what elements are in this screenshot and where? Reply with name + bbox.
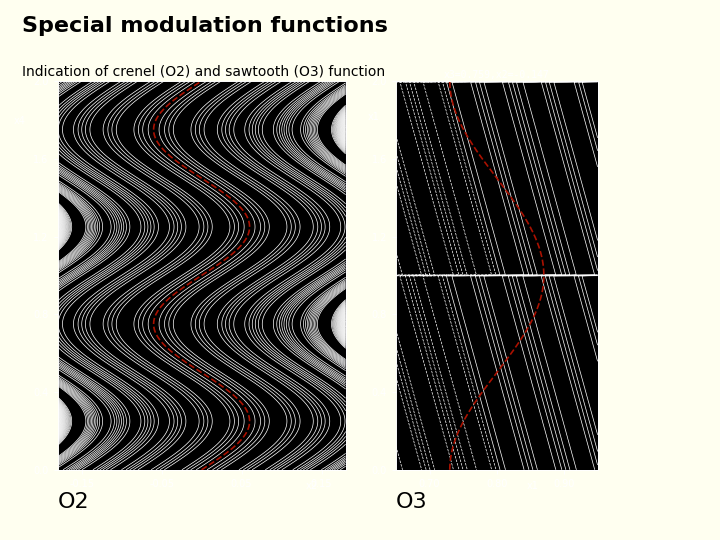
Title: x3=0.759,x2=-0.147: x3=0.759,x2=-0.147 <box>444 70 549 80</box>
Text: x1: x1 <box>367 112 379 122</box>
Text: x2: x2 <box>305 481 318 491</box>
Text: Indication of crenel (O2) and sawtooth (O3) function: Indication of crenel (O2) and sawtooth (… <box>22 65 384 79</box>
Text: O3: O3 <box>396 491 428 511</box>
Text: O2: O2 <box>58 491 89 511</box>
Title: x3=0.500,x4=1.000: x3=0.500,x4=1.000 <box>152 70 251 80</box>
Text: x4: x4 <box>14 116 26 126</box>
Text: Special modulation functions: Special modulation functions <box>22 16 387 36</box>
Text: x1: x1 <box>527 481 539 491</box>
